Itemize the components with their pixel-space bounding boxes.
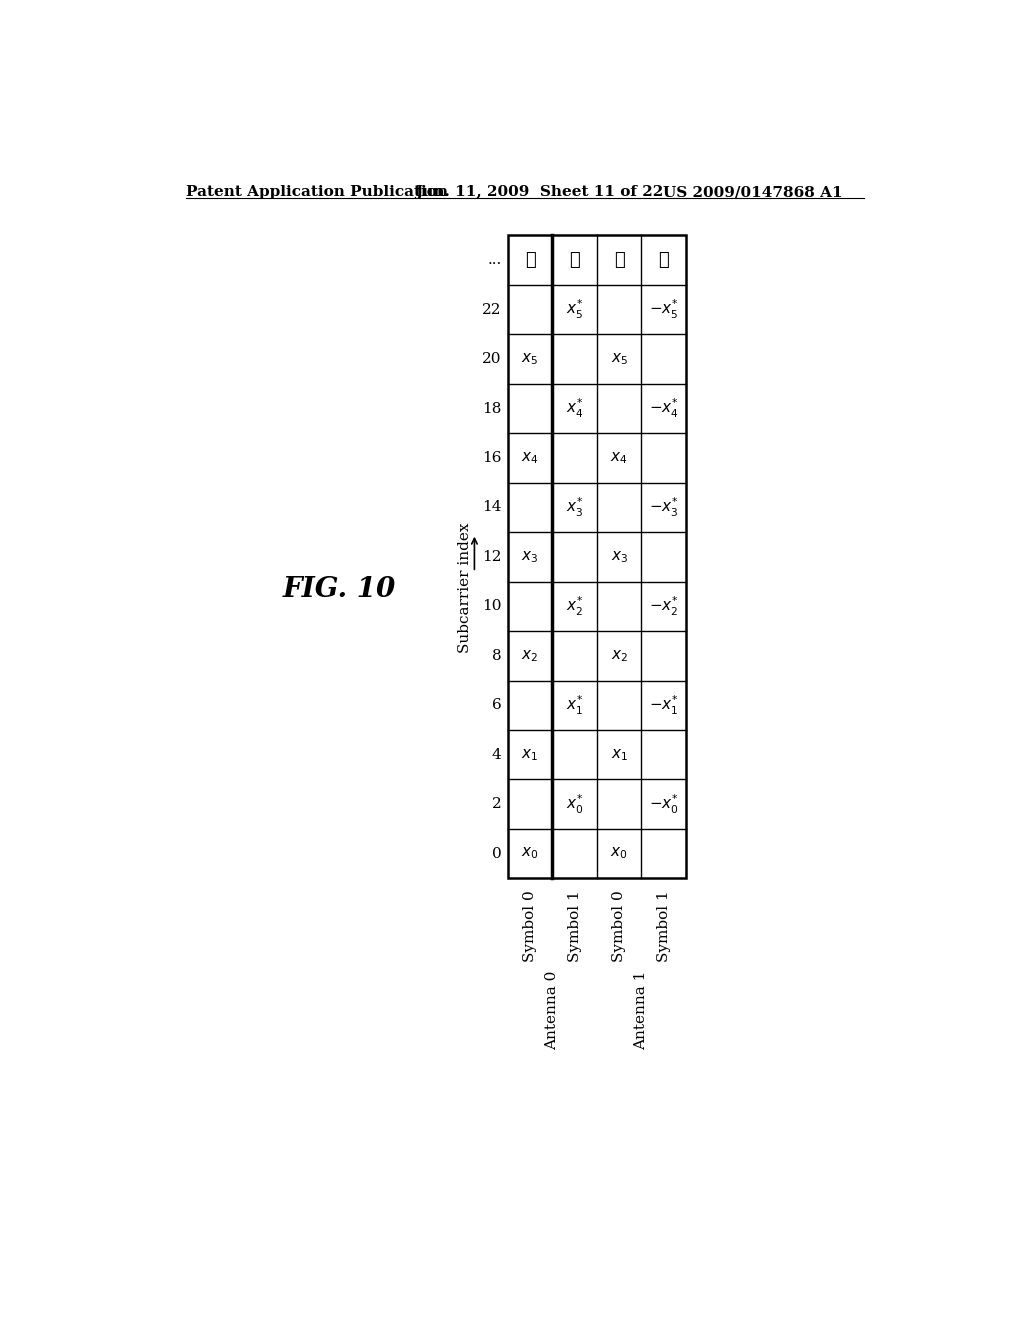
Text: 0: 0 [492, 846, 502, 861]
Text: 12: 12 [482, 550, 502, 564]
Text: $x_{4}$: $x_{4}$ [610, 450, 628, 466]
Text: $x_{2}$: $x_{2}$ [610, 648, 628, 664]
Text: 14: 14 [482, 500, 502, 515]
Text: $x_{5}^{*}$: $x_{5}^{*}$ [566, 298, 584, 321]
Text: 20: 20 [482, 352, 502, 366]
Text: $-x_{3}^{*}$: $-x_{3}^{*}$ [649, 496, 679, 519]
Text: $x_{5}$: $x_{5}$ [521, 351, 539, 367]
Text: $x_{0}$: $x_{0}$ [610, 846, 628, 862]
Text: Symbol 1: Symbol 1 [656, 890, 671, 962]
Text: 22: 22 [482, 302, 502, 317]
Text: 6: 6 [492, 698, 502, 713]
Text: US 2009/0147868 A1: US 2009/0147868 A1 [663, 185, 843, 199]
Text: Antenna 1: Antenna 1 [635, 970, 648, 1051]
Text: $x_{0}$: $x_{0}$ [521, 846, 539, 862]
Text: 4: 4 [492, 747, 502, 762]
Text: ⋯: ⋯ [524, 251, 536, 269]
Text: ⋯: ⋯ [569, 251, 580, 269]
Text: Symbol 0: Symbol 0 [612, 890, 626, 962]
Text: $x_{4}^{*}$: $x_{4}^{*}$ [566, 397, 584, 420]
Text: $x_{1}$: $x_{1}$ [521, 747, 539, 763]
Text: FIG. 10: FIG. 10 [283, 576, 396, 603]
Text: $x_{3}$: $x_{3}$ [610, 549, 628, 565]
Text: $-x_{1}^{*}$: $-x_{1}^{*}$ [649, 693, 679, 717]
Text: ⋯: ⋯ [658, 251, 669, 269]
Text: $x_{0}^{*}$: $x_{0}^{*}$ [566, 792, 584, 816]
Text: 16: 16 [482, 451, 502, 465]
Text: Antenna 0: Antenna 0 [546, 970, 559, 1051]
Text: 10: 10 [482, 599, 502, 614]
Text: ⋯: ⋯ [613, 251, 625, 269]
Text: ...: ... [487, 253, 502, 267]
Text: $-x_{4}^{*}$: $-x_{4}^{*}$ [649, 397, 679, 420]
Text: $x_{1}^{*}$: $x_{1}^{*}$ [566, 693, 584, 717]
Text: Patent Application Publication: Patent Application Publication [186, 185, 449, 199]
Text: $x_{3}^{*}$: $x_{3}^{*}$ [566, 496, 584, 519]
Text: $x_{5}$: $x_{5}$ [610, 351, 628, 367]
Text: $-x_{0}^{*}$: $-x_{0}^{*}$ [649, 792, 679, 816]
Text: Jun. 11, 2009  Sheet 11 of 22: Jun. 11, 2009 Sheet 11 of 22 [415, 185, 663, 199]
Text: $x_{4}$: $x_{4}$ [521, 450, 539, 466]
Text: $x_{2}$: $x_{2}$ [521, 648, 539, 664]
Text: $x_{3}$: $x_{3}$ [521, 549, 539, 565]
Text: 8: 8 [492, 649, 502, 663]
Text: Symbol 0: Symbol 0 [523, 890, 537, 962]
Bar [508, 235, 686, 878]
Text: $-x_{5}^{*}$: $-x_{5}^{*}$ [649, 298, 679, 321]
Text: Symbol 1: Symbol 1 [567, 890, 582, 962]
Text: $x_{1}$: $x_{1}$ [610, 747, 628, 763]
Text: $x_{2}^{*}$: $x_{2}^{*}$ [566, 595, 584, 618]
Text: Subcarrier index: Subcarrier index [458, 523, 472, 653]
Text: 18: 18 [482, 401, 502, 416]
Text: 2: 2 [492, 797, 502, 812]
Text: $-x_{2}^{*}$: $-x_{2}^{*}$ [649, 595, 679, 618]
